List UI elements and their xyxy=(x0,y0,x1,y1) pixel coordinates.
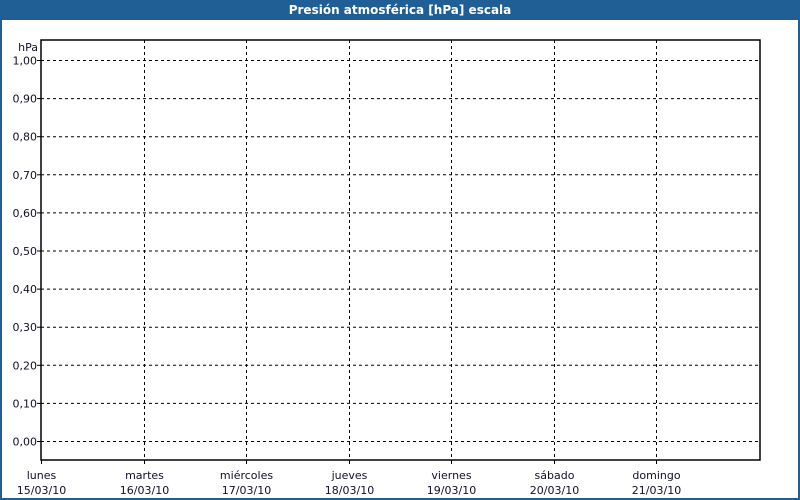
y-tick-label: 0,10 xyxy=(13,397,38,410)
x-tick-date: 17/03/10 xyxy=(222,484,271,497)
x-tick-date: 15/03/10 xyxy=(17,484,66,497)
y-tick-label: 1,00 xyxy=(13,55,38,68)
x-tick-date: 20/03/10 xyxy=(530,484,579,497)
plot-border xyxy=(40,39,761,461)
x-tick-date: 16/03/10 xyxy=(120,484,169,497)
x-tick-day: domingo xyxy=(632,469,680,482)
x-tick-day: lunes xyxy=(27,469,57,482)
x-tick-day: martes xyxy=(125,469,164,482)
x-tick-day: sábado xyxy=(535,469,575,482)
y-tick-label: 0,20 xyxy=(13,359,38,372)
x-tick-day: miércoles xyxy=(220,469,273,482)
x-tick-day: jueves xyxy=(331,469,368,482)
y-tick-label: 0,30 xyxy=(13,321,38,334)
y-tick-label: 0,70 xyxy=(13,169,38,182)
y-tick-label: 0,50 xyxy=(13,245,38,258)
y-tick-label: 0,60 xyxy=(13,207,38,220)
y-tick-label: 0,80 xyxy=(13,131,38,144)
x-tick-date: 19/03/10 xyxy=(427,484,476,497)
x-tick-date: 21/03/10 xyxy=(632,484,681,497)
x-tick-date: 18/03/10 xyxy=(325,484,374,497)
y-tick-label: 0,40 xyxy=(13,283,38,296)
y-axis-label: hPa xyxy=(18,41,38,54)
chart-title: Presión atmosférica [hPa] escala xyxy=(0,0,800,20)
y-tick-label: 0,90 xyxy=(13,93,38,106)
x-tick-day: viernes xyxy=(431,469,471,482)
y-tick-label: 0,00 xyxy=(13,436,38,449)
